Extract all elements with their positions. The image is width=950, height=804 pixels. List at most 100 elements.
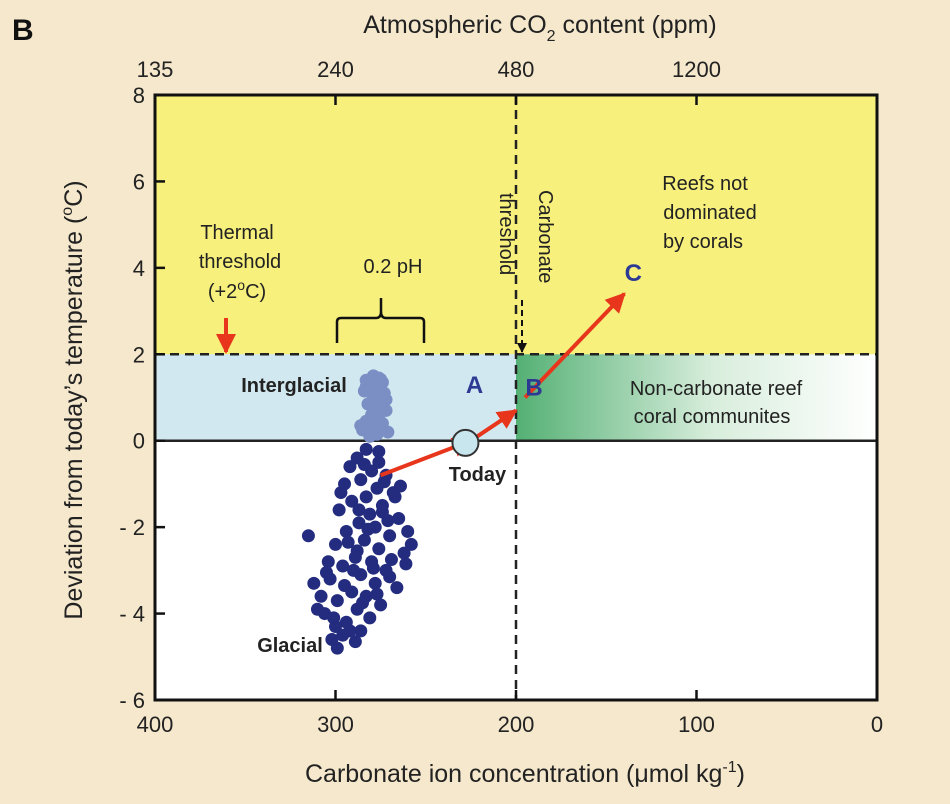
trajectory-arrow-2	[469, 408, 518, 443]
non-carbonate-text-1: Non-carbonate reef	[630, 378, 803, 400]
glacial-point	[388, 490, 402, 504]
glacial-point	[332, 503, 346, 517]
glacial-point	[354, 624, 368, 638]
interglacial-point	[363, 429, 377, 443]
glacial-point	[301, 529, 315, 543]
glacial-point	[307, 576, 321, 590]
reefs-text-3: by corals	[663, 231, 743, 253]
interglacial-point	[381, 425, 395, 439]
glacial-point	[392, 512, 406, 525]
x-tick-label: 100	[678, 712, 715, 737]
trajectory-point-labels: A B C	[466, 260, 642, 402]
glacial-point	[319, 566, 333, 580]
glacial-point	[370, 587, 384, 601]
glacial-point	[374, 598, 388, 612]
interglacial-point	[379, 403, 393, 417]
glacial-point	[336, 559, 350, 573]
carbonate-threshold-annotation: Carbonate threshold	[495, 190, 556, 283]
y-tick-label: 8	[133, 83, 145, 108]
glacial-point	[375, 505, 389, 519]
background-regions	[155, 95, 877, 700]
y-tick-label: 0	[133, 429, 145, 454]
glacial-point	[339, 524, 353, 538]
glacial-point	[372, 445, 386, 459]
glacial-point	[401, 524, 415, 538]
glacial-point	[329, 537, 342, 551]
glacial-point	[383, 570, 397, 584]
glacial-point	[338, 578, 352, 592]
glacial-point	[354, 473, 368, 487]
x-tick-label: 200	[498, 712, 535, 737]
non-carbonate-text-2: coral communites	[634, 406, 791, 428]
x-axis-label: Carbonate ion concentration (μmol kg-1)	[305, 759, 745, 788]
glacial-point	[372, 542, 386, 556]
glacial-point	[361, 522, 375, 536]
glacial-point	[368, 576, 382, 590]
top-tick-label: 240	[317, 57, 354, 82]
thermal-threshold-text-3: (+2oC)	[208, 277, 266, 303]
glacial-point	[357, 457, 371, 471]
glacial-point	[363, 611, 377, 625]
x-tick-labels: 400 300 200 100 0	[137, 712, 883, 737]
glacial-point	[359, 490, 373, 504]
glacial-point	[348, 635, 362, 649]
top-tick-label: 1200	[672, 57, 721, 82]
glacial-point	[334, 486, 348, 500]
glacial-point	[393, 479, 407, 493]
glacial-point	[352, 503, 366, 517]
glacial-point	[310, 602, 324, 616]
x-tick-label: 0	[871, 712, 883, 737]
top-axis-label: Atmospheric CO2 content (ppm)	[363, 11, 716, 45]
interglacial-label: Interglacial	[241, 375, 347, 397]
y-tick-label: - 2	[119, 515, 145, 540]
glacial-point	[363, 507, 377, 521]
carbonate-threshold-text-2: threshold	[495, 193, 517, 275]
thermal-threshold-text-2: threshold	[199, 251, 281, 273]
region-below-zero	[155, 440, 877, 700]
glacial-point	[352, 516, 366, 530]
top-tick-label: 480	[498, 57, 535, 82]
glacial-point	[341, 535, 355, 549]
top-tick-label: 135	[137, 57, 174, 82]
reefs-not-dominated-annotation: Reefs not dominated by corals	[662, 173, 757, 253]
x-tick-label: 300	[317, 712, 354, 737]
glacial-point	[384, 553, 398, 567]
glacial-point	[321, 555, 335, 569]
y-tick-labels: 8 6 4 2 0 - 2 - 4 - 6	[119, 83, 145, 713]
y-tick-label: - 4	[119, 602, 145, 627]
interglacial-point	[368, 410, 382, 424]
thermal-threshold-text-1: Thermal	[200, 222, 273, 244]
interglacial-point	[379, 393, 393, 407]
glacial-point	[343, 460, 357, 474]
scatter-points	[301, 369, 418, 655]
reefs-text-2: dominated	[663, 202, 756, 224]
glacial-point	[390, 581, 404, 595]
x-tick-label: 400	[137, 712, 174, 737]
point-label-b: B	[525, 374, 542, 401]
glacial-point	[343, 624, 357, 638]
non-carbonate-annotation: Non-carbonate reef coral communites	[630, 378, 803, 428]
glacial-point	[330, 641, 344, 655]
glacial-point	[377, 475, 391, 489]
glacial-point	[357, 533, 371, 547]
point-label-c: C	[625, 260, 642, 287]
glacial-point	[345, 494, 359, 508]
interglacial-point	[359, 380, 373, 394]
glacial-point	[327, 611, 341, 625]
y-tick-label: - 6	[119, 688, 145, 713]
y-tick-label: 4	[133, 256, 145, 281]
region-interglacial-band	[155, 354, 516, 441]
glacial-label: Glacial	[257, 635, 323, 657]
trajectory-arrow-3	[523, 292, 626, 399]
y-tick-label: 2	[133, 342, 145, 367]
y-tick-label: 6	[133, 169, 145, 194]
glacial-point	[366, 561, 380, 575]
glacial-point	[347, 563, 361, 577]
interglacial-point	[354, 419, 368, 433]
region-non-carbonate	[516, 354, 877, 441]
glacial-point	[404, 537, 418, 551]
glacial-point	[399, 557, 413, 571]
glacial-point	[350, 544, 364, 558]
ph-brace	[335, 298, 426, 343]
